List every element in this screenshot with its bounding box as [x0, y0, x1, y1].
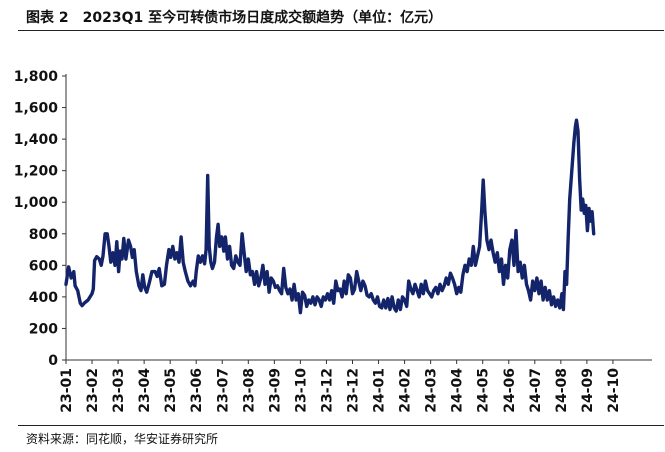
- y-tick-label: 400: [29, 290, 58, 306]
- x-tick-label: 23-12: [345, 368, 361, 413]
- y-tick-label: 1,800: [14, 69, 59, 85]
- y-tick-label: 0: [48, 353, 58, 369]
- x-tick-label: 24-06: [502, 368, 518, 413]
- line-chart: 0 200 400 600 800 1,000 1,200 1,400 1,600 1,800 2…: [14, 69, 652, 413]
- top-rule: [18, 30, 664, 31]
- x-tick-label: 24-09: [580, 368, 596, 413]
- bottom-rule: [18, 425, 664, 426]
- x-tick-label: 23-06: [189, 368, 205, 413]
- x-tick-label: 23-08: [241, 368, 257, 413]
- y-axis: 0 200 400 600 800 1,000 1,200 1,400 1,600 1,800: [14, 69, 67, 369]
- x-tick-label: 23-05: [163, 368, 179, 413]
- x-tick-label: 24-03: [424, 368, 440, 413]
- y-tick-label: 800: [29, 227, 58, 243]
- x-tick-label: 23-01: [59, 368, 75, 413]
- x-tick-label: 24-05: [476, 368, 492, 413]
- y-tick-label: 1,600: [14, 101, 59, 117]
- x-tick-label: 23-03: [111, 368, 127, 413]
- x-tick-label: 23-09: [267, 368, 283, 413]
- x-tick-label: 24-07: [528, 368, 544, 413]
- plot-area: [64, 118, 596, 315]
- figure-title: 图表 2 2023Q1 至今可转债市场日度成交额趋势（单位：亿元）: [26, 10, 443, 26]
- x-tick-label: 24-02: [398, 368, 414, 413]
- y-tick-label: 1,400: [14, 132, 59, 148]
- source-note: 资料来源：同花顺，华安证券研究所: [26, 432, 219, 446]
- series-line: [64, 118, 596, 315]
- x-tick-label: 24-10: [606, 368, 622, 413]
- x-tick-label: 23-10: [293, 368, 309, 413]
- y-tick-label: 1,000: [14, 195, 59, 211]
- y-tick-label: 200: [29, 321, 58, 337]
- y-tick-label: 600: [29, 258, 58, 274]
- y-tick-label: 1,200: [14, 164, 59, 180]
- x-tick-label: 24-01: [372, 368, 388, 413]
- x-axis: 23-01 23-02 23-03 23-04 23-05 23-06 23-07 23-08…: [59, 359, 652, 413]
- x-tick-label: 24-08: [554, 368, 570, 413]
- x-tick-label: 24-04: [450, 368, 466, 413]
- x-tick-label: 23-12: [319, 368, 335, 413]
- x-tick-label: 23-07: [215, 368, 231, 413]
- x-tick-label: 23-04: [137, 368, 153, 413]
- x-tick-label: 23-02: [85, 368, 101, 413]
